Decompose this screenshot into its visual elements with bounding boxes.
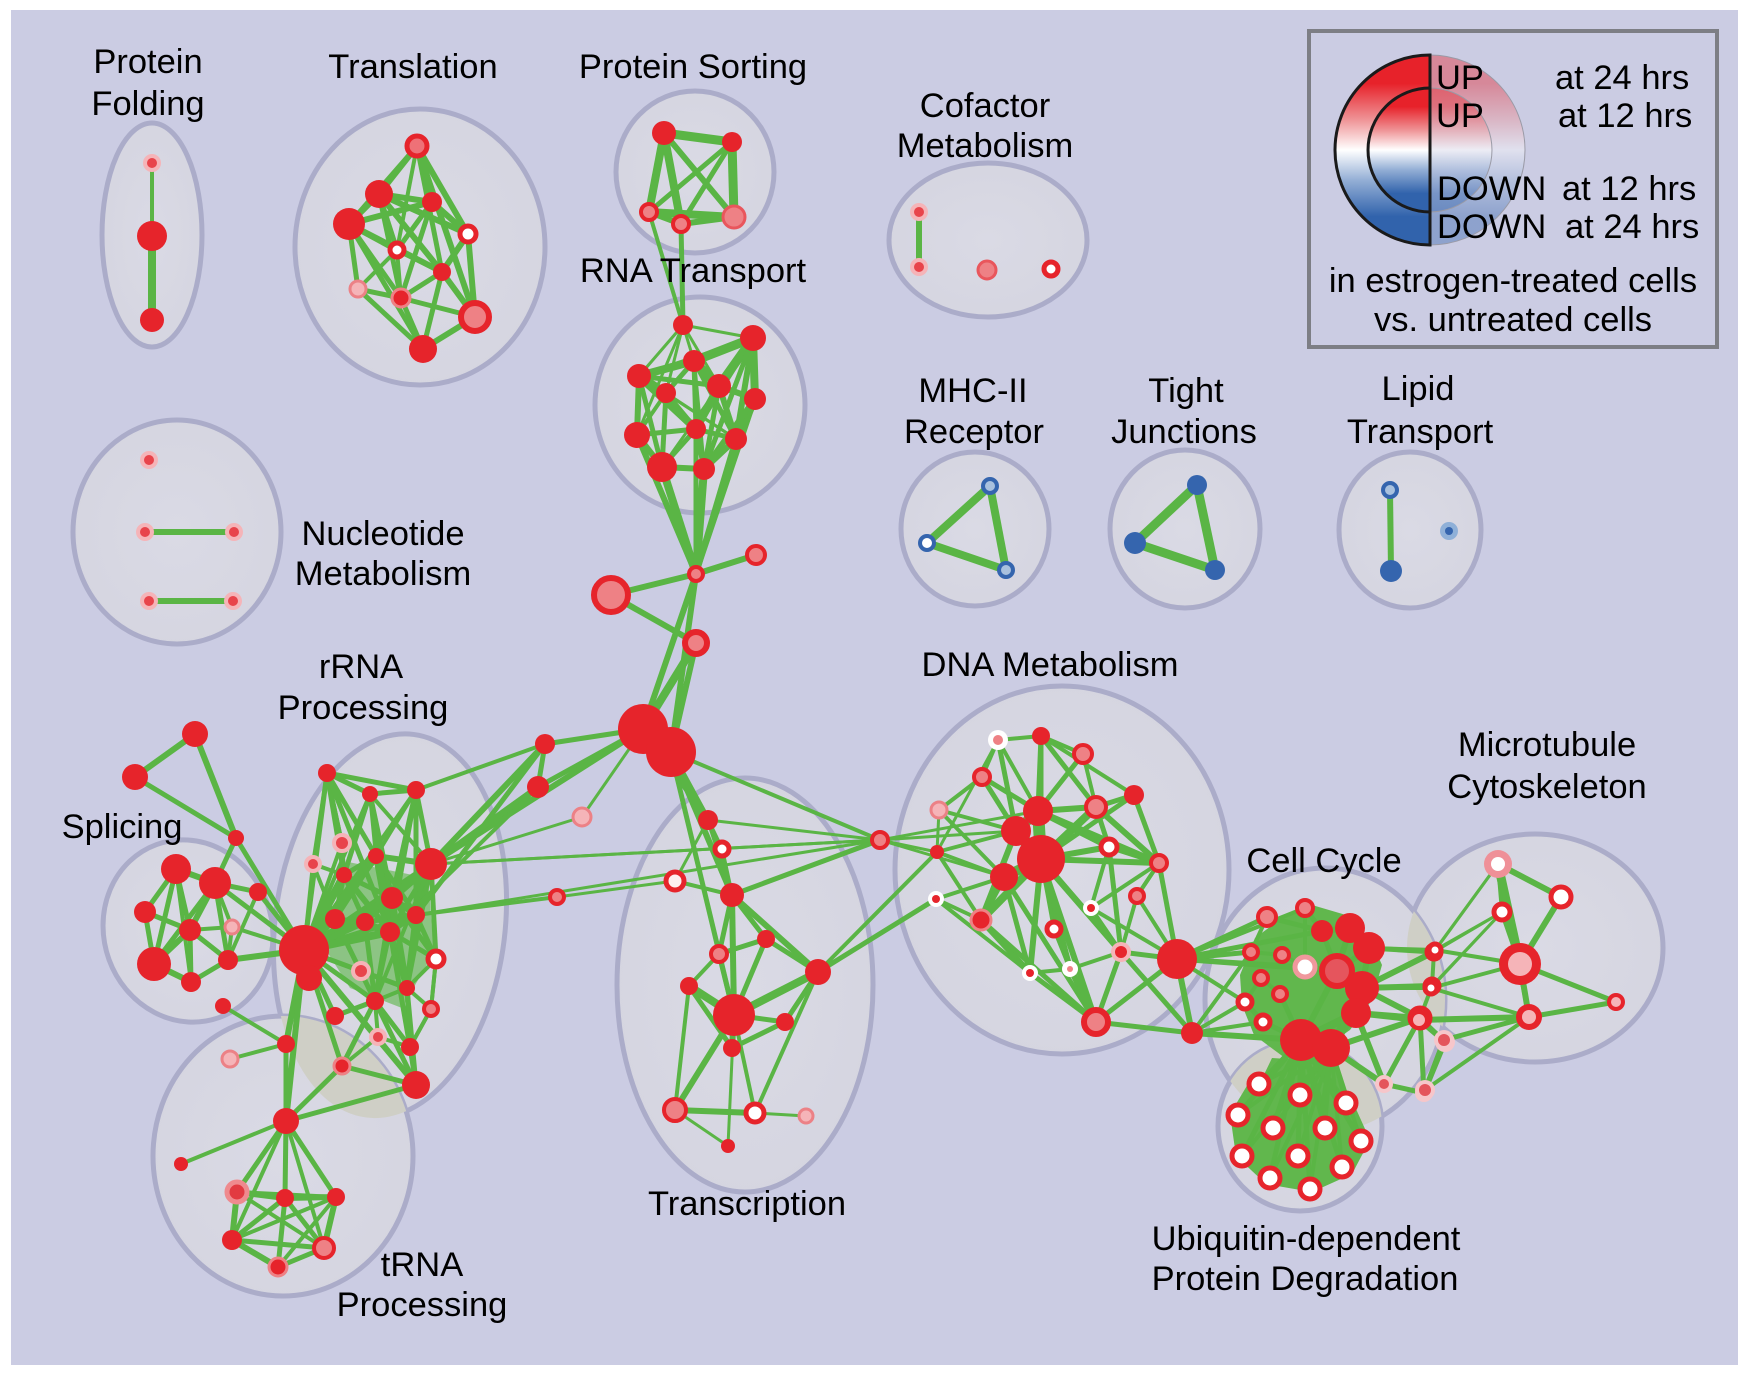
svg-text:Splicing: Splicing (62, 808, 183, 846)
svg-text:at 12 hrs: at 12 hrs (1558, 97, 1692, 135)
svg-text:Tight: Tight (1148, 372, 1224, 410)
svg-text:Metabolism: Metabolism (897, 127, 1073, 165)
svg-text:Translation: Translation (328, 48, 497, 86)
svg-text:Microtubule: Microtubule (1458, 726, 1636, 764)
svg-text:RNA Transport: RNA Transport (580, 252, 807, 290)
svg-text:UP: UP (1436, 97, 1484, 135)
svg-text:UP: UP (1436, 59, 1484, 97)
svg-text:at 24 hrs: at 24 hrs (1555, 59, 1689, 97)
svg-text:DNA Metabolism: DNA Metabolism (922, 646, 1179, 684)
svg-text:Junctions: Junctions (1111, 413, 1257, 451)
svg-text:at 12 hrs: at 12 hrs (1562, 170, 1696, 208)
svg-text:DOWN: DOWN (1437, 170, 1546, 208)
svg-text:Folding: Folding (91, 85, 204, 123)
svg-text:Protein Sorting: Protein Sorting (579, 48, 807, 86)
svg-text:Transport: Transport (1347, 413, 1494, 451)
svg-text:Lipid: Lipid (1382, 370, 1455, 408)
svg-text:Transcription: Transcription (648, 1185, 846, 1223)
svg-text:Protein Degradation: Protein Degradation (1152, 1260, 1459, 1298)
svg-text:Nucleotide: Nucleotide (301, 515, 464, 553)
svg-text:MHC-II: MHC-II (918, 372, 1027, 410)
svg-text:Processing: Processing (278, 689, 449, 727)
svg-text:DOWN: DOWN (1437, 208, 1546, 246)
svg-text:tRNA: tRNA (381, 1246, 463, 1284)
svg-text:at 24 hrs: at 24 hrs (1565, 208, 1699, 246)
svg-text:Processing: Processing (337, 1286, 508, 1324)
svg-text:Metabolism: Metabolism (295, 555, 471, 593)
svg-text:Protein: Protein (93, 43, 202, 81)
svg-text:rRNA: rRNA (319, 648, 403, 686)
svg-text:vs. untreated cells: vs. untreated cells (1374, 301, 1652, 339)
svg-text:Receptor: Receptor (904, 413, 1044, 451)
svg-text:Cell Cycle: Cell Cycle (1246, 842, 1401, 880)
svg-text:Cofactor: Cofactor (920, 87, 1050, 125)
svg-text:Ubiquitin-dependent: Ubiquitin-dependent (1152, 1220, 1461, 1258)
svg-text:in estrogen-treated cells: in estrogen-treated cells (1329, 262, 1697, 300)
svg-text:Cytoskeleton: Cytoskeleton (1447, 768, 1646, 806)
